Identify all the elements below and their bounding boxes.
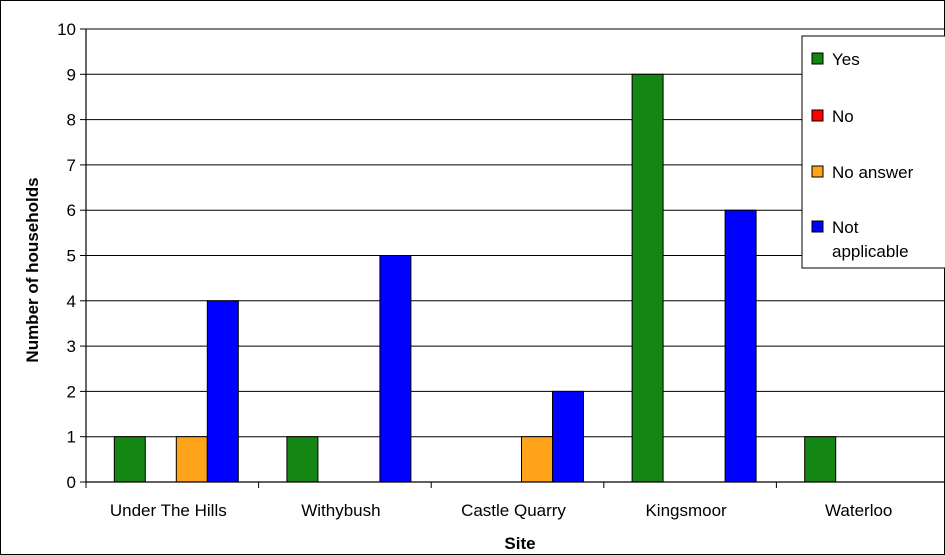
legend: Yes No No answer Not applicable [801,35,945,269]
y-tick-label: 1 [67,428,76,447]
bar-not-applicable [379,255,412,483]
x-tick-label: Under The Hills [110,501,227,520]
y-tick-label: 7 [67,156,76,175]
bar-yes [631,73,664,483]
bar-no-answer [521,436,553,483]
x-tick-label: Withybush [301,501,380,520]
legend-swatch-yes [811,52,824,65]
legend-label-no-answer: No answer [832,163,914,182]
legend-label-yes: Yes [832,50,860,69]
bar-yes [113,436,146,483]
bar-yes [804,436,837,483]
y-tick-label: 8 [67,111,76,130]
x-tick-label: Kingsmoor [645,501,727,520]
legend-swatch-no [811,109,824,122]
y-axis-ticks: 0 1 2 3 4 5 6 7 8 9 10 [57,20,86,492]
legend-label-not-applicable: Not applicable [832,218,909,261]
bar-yes [286,436,319,483]
y-tick-label: 3 [67,337,76,356]
bar-not-applicable [724,209,757,483]
legend-swatch-no-answer [811,165,824,178]
legend-label-no: No [832,107,854,126]
y-tick-label: 0 [67,473,76,492]
y-tick-label: 6 [67,201,76,220]
y-tick-label: 9 [67,65,76,84]
y-tick-label: 2 [67,382,76,401]
x-tick-label: Waterloo [825,501,892,520]
x-axis-title: Site [504,534,535,553]
y-tick-label: 10 [57,20,76,39]
bar-no-answer [175,436,208,483]
y-axis-title: Number of households [23,177,42,362]
bar-not-applicable [206,300,239,483]
x-tick-label: Castle Quarry [461,501,566,520]
legend-box [801,35,945,269]
y-tick-label: 4 [67,292,76,311]
x-axis-ticks: Under The Hills Withybush Castle Quarry Kin… [85,482,892,520]
y-tick-label: 5 [67,247,76,266]
legend-swatch-not-applicable [811,220,824,233]
bars [113,73,837,483]
bar-not-applicable [552,390,584,483]
